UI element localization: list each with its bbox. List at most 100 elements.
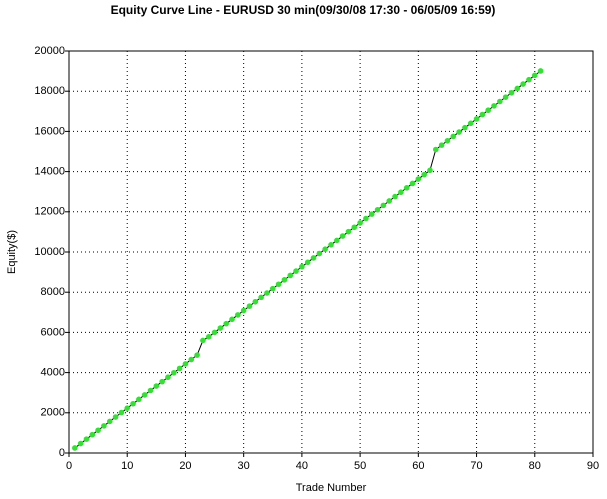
point	[304, 259, 311, 266]
point	[299, 263, 305, 270]
point	[118, 409, 125, 416]
point	[392, 193, 398, 200]
point	[188, 356, 195, 363]
y-tick-label: 6000	[41, 326, 65, 338]
x-tick-label: 30	[238, 460, 250, 472]
point	[497, 98, 503, 105]
point	[357, 220, 363, 226]
point	[101, 423, 107, 429]
x-tick-label: 90	[587, 460, 599, 472]
point	[537, 68, 544, 74]
point	[159, 378, 165, 385]
point	[351, 224, 358, 231]
point	[316, 250, 323, 257]
point	[136, 396, 142, 403]
x-tick-label: 10	[121, 460, 133, 472]
point	[508, 89, 515, 96]
point	[95, 427, 101, 434]
point	[450, 133, 457, 140]
x-tick-label: 50	[354, 460, 366, 472]
chart-title: Equity Curve Line - EURUSD 30 min(09/30/…	[111, 3, 496, 17]
point	[269, 285, 276, 292]
x-tick-label: 40	[296, 460, 308, 472]
point	[83, 436, 90, 442]
point	[363, 215, 369, 222]
point	[339, 233, 346, 239]
y-tick-label: 2000	[41, 407, 65, 419]
point	[409, 180, 416, 187]
point	[240, 307, 247, 314]
point	[258, 294, 264, 301]
x-tick-label: 20	[179, 460, 191, 472]
y-axis-label: Equity($)	[6, 230, 18, 274]
y-tick-label: 20000	[34, 45, 65, 57]
x-tick-label: 0	[66, 460, 72, 472]
point	[235, 312, 241, 318]
point	[380, 202, 387, 209]
point	[281, 277, 288, 283]
point	[211, 329, 218, 336]
point	[194, 352, 200, 358]
point	[334, 237, 340, 244]
point	[462, 124, 468, 131]
y-tick-label: 12000	[34, 206, 65, 218]
point	[421, 171, 427, 178]
point	[328, 242, 334, 248]
point	[415, 176, 422, 182]
point	[526, 76, 532, 83]
y-tick-label: 16000	[34, 125, 65, 137]
point	[456, 129, 462, 135]
point	[153, 383, 160, 389]
point	[293, 268, 299, 274]
x-axis-label: Trade Number	[296, 482, 367, 494]
y-tick-label: 18000	[34, 85, 65, 97]
y-tick-label: 10000	[34, 246, 65, 258]
point	[217, 325, 224, 331]
point	[275, 281, 282, 288]
y-tick-label: 0	[59, 447, 65, 459]
point	[200, 337, 206, 344]
point	[223, 320, 229, 327]
point	[124, 405, 131, 411]
point	[252, 298, 259, 305]
y-tick-label: 8000	[41, 286, 65, 298]
point	[520, 81, 526, 87]
point	[112, 414, 119, 420]
point	[147, 387, 154, 394]
point	[165, 374, 171, 381]
point	[467, 120, 474, 127]
x-tick-label: 80	[529, 460, 541, 472]
point	[444, 137, 451, 144]
point	[229, 316, 235, 323]
point	[491, 103, 497, 109]
point	[322, 246, 328, 252]
plot-frame	[68, 50, 594, 454]
x-tick-label: 60	[412, 460, 424, 472]
point	[403, 185, 410, 191]
point	[77, 440, 84, 447]
point	[433, 146, 439, 153]
point	[264, 290, 270, 296]
point	[176, 365, 183, 372]
x-tick-label: 70	[470, 460, 482, 472]
point	[473, 116, 480, 122]
point	[427, 167, 433, 174]
point	[246, 303, 253, 309]
point	[205, 334, 212, 340]
point	[310, 255, 317, 261]
point	[72, 445, 78, 451]
point	[514, 85, 521, 92]
point	[287, 272, 294, 279]
point	[398, 189, 404, 196]
point	[141, 392, 148, 398]
point	[106, 418, 113, 425]
point	[130, 400, 136, 407]
point	[345, 228, 352, 235]
point	[531, 72, 538, 79]
y-tick-label: 4000	[41, 367, 65, 379]
point	[89, 431, 96, 438]
point	[502, 94, 509, 100]
